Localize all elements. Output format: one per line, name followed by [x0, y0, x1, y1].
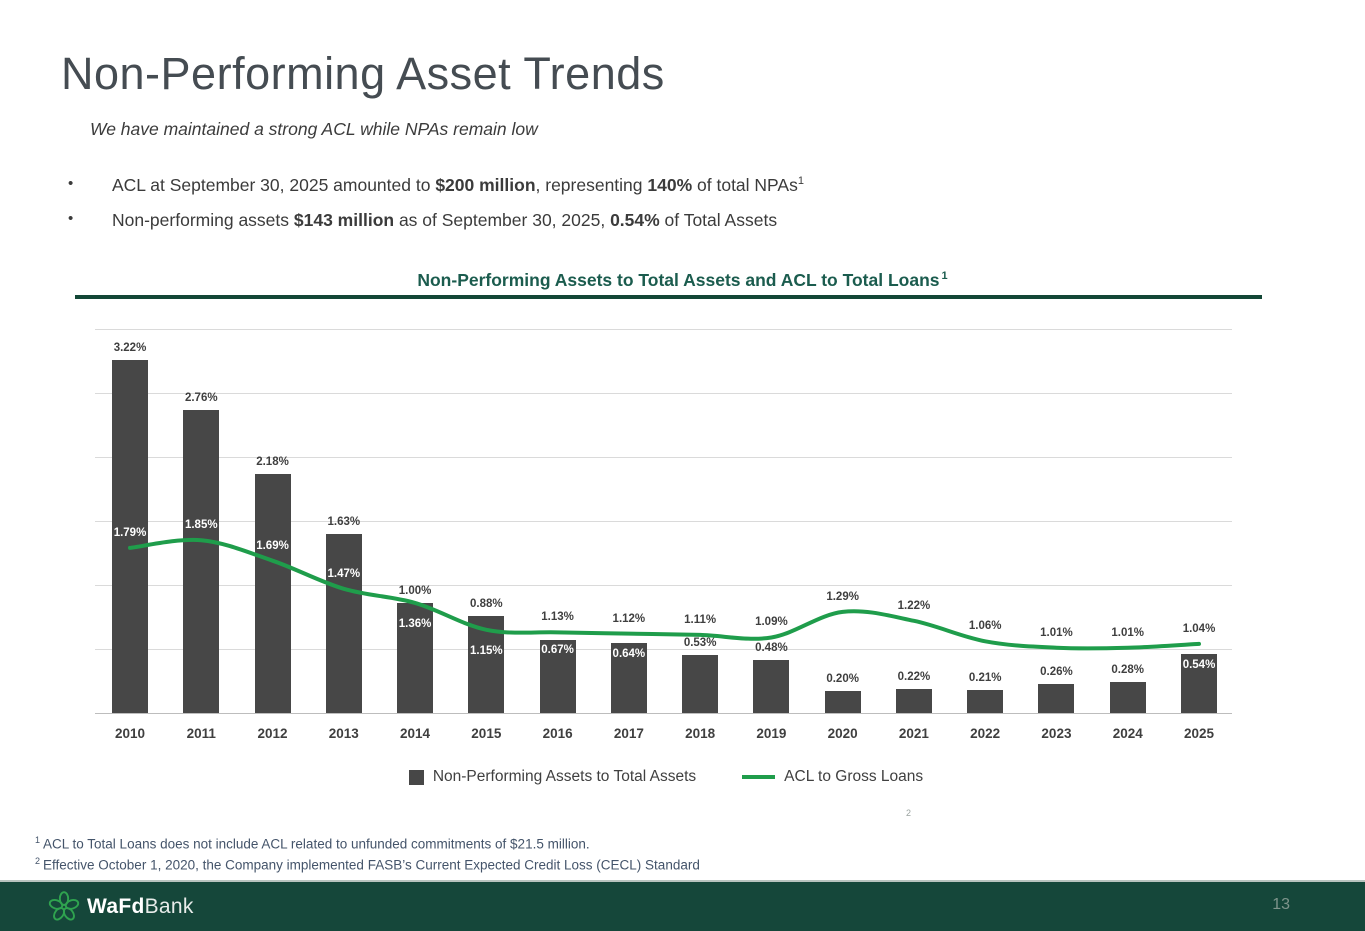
- line-label-2021: 1.22%: [897, 599, 931, 612]
- wafd-flower-icon: [48, 890, 80, 920]
- bullet-item: • ACL at September 30, 2025 amounted to …: [64, 175, 1164, 196]
- plot-area: 3.22% 1.79% 2010 2.76% 1.85% 2011 2.18% 1.69% 20…: [95, 329, 1237, 741]
- line-label-2019: 1.09%: [755, 616, 788, 629]
- x-tick-2020: 2020: [827, 726, 858, 741]
- bullet-marker: •: [68, 175, 74, 192]
- bar-label-2018: 0.53%: [683, 636, 717, 649]
- bar-label-2025: 0.54%: [1182, 658, 1216, 671]
- gridline: [95, 393, 1232, 394]
- bar-label-2016: 0.67%: [541, 644, 574, 657]
- x-tick-2018: 2018: [685, 726, 716, 741]
- gridline: [95, 457, 1232, 458]
- bar-label-2017: 0.64%: [612, 647, 646, 660]
- gridline: [95, 521, 1232, 522]
- x-tick-2010: 2010: [114, 726, 146, 741]
- line-label-2018: 1.11%: [684, 613, 717, 626]
- bar-label-2013: 1.63%: [327, 516, 361, 529]
- bar-2020: [824, 691, 861, 713]
- page-title: Non-Performing Asset Trends: [61, 48, 665, 99]
- bar-label-2010: 3.22%: [113, 341, 147, 354]
- x-tick-2019: 2019: [756, 726, 787, 741]
- bar-label-2021: 0.22%: [897, 670, 931, 683]
- slide-subtitle: We have maintained a strong ACL while NP…: [90, 119, 538, 139]
- bar-label-2024: 0.28%: [1111, 664, 1145, 677]
- x-axis-line: [95, 713, 1232, 714]
- chart-title: Non-Performing Assets to Total Assets an…: [417, 270, 948, 290]
- x-tick-2021: 2021: [898, 726, 929, 741]
- page-number: 13: [1272, 896, 1290, 913]
- chart-footnote-2-marker: 2: [906, 808, 912, 818]
- footnote: 1 ACL to Total Loans does not include ACL…: [35, 835, 590, 852]
- footnote: 2 Effective October 1, 2020, the Company …: [35, 856, 700, 873]
- bar-label-2023: 0.26%: [1040, 666, 1073, 679]
- chart-legend: Non-Performing Assets to Total Assets AC…: [95, 768, 1237, 786]
- acl-line-series: [128, 537, 1201, 651]
- x-tick-2012: 2012: [257, 726, 288, 741]
- line-label-2022: 1.06%: [968, 620, 1002, 633]
- x-tick-2014: 2014: [400, 726, 431, 741]
- line-label-2012: 1.69%: [256, 539, 289, 552]
- line-label-2011: 1.85%: [184, 519, 218, 532]
- bar-2018: [682, 654, 719, 713]
- line-label-2017: 1.12%: [612, 612, 646, 625]
- bar-2012: [254, 473, 291, 713]
- gridline: [95, 329, 1232, 330]
- bullet-text: Non-performing assets $143 million as of…: [112, 210, 778, 230]
- x-tick-2023: 2023: [1041, 726, 1072, 741]
- legend-item-line: ACL to Gross Loans: [742, 768, 923, 786]
- x-tick-2025: 2025: [1183, 726, 1215, 741]
- bar-2019: [753, 660, 790, 713]
- x-tick-2011: 2011: [186, 726, 216, 741]
- bar-label-2020: 0.20%: [826, 673, 859, 686]
- bullet-marker: •: [68, 210, 74, 227]
- bar-2023: [1038, 684, 1075, 713]
- bar-swatch-icon: [408, 769, 424, 785]
- bar-2022: [967, 689, 1004, 713]
- footer-bar: WaFdBank 13: [0, 880, 1365, 931]
- gridline: [95, 585, 1232, 586]
- x-tick-2024: 2024: [1112, 726, 1143, 741]
- x-tick-2022: 2022: [970, 726, 1001, 741]
- bar-2024: [1109, 682, 1146, 713]
- brand-name: WaFdBank: [87, 894, 194, 918]
- bar-label-2022: 0.21%: [968, 671, 1002, 684]
- line-swatch-icon: [742, 775, 776, 779]
- line-label-2010: 1.79%: [113, 526, 147, 539]
- bar-2021: [895, 688, 932, 713]
- line-label-2020: 1.29%: [826, 590, 859, 603]
- line-label-2014: 1.36%: [398, 617, 432, 630]
- line-label-2024: 1.01%: [1111, 626, 1145, 639]
- gridline: [95, 649, 1232, 650]
- bar-label-2011: 2.76%: [184, 392, 218, 405]
- bar-2011: [183, 410, 220, 713]
- x-tick-2017: 2017: [613, 726, 644, 741]
- line-label-2023: 1.01%: [1040, 626, 1073, 639]
- legend-item-bars: Non-Performing Assets to Total Assets: [408, 768, 697, 786]
- bullet-text: ACL at September 30, 2025 amounted to $2…: [112, 175, 804, 195]
- x-tick-2015: 2015: [471, 726, 502, 741]
- chart-title-rule: [75, 295, 1262, 299]
- bar-label-2019: 0.48%: [755, 642, 788, 655]
- bar-2017: [610, 642, 647, 713]
- line-label-2013: 1.47%: [327, 567, 361, 580]
- wafd-bank-logo: WaFdBank: [48, 890, 194, 923]
- bar-2025: [1181, 653, 1217, 713]
- line-label-2016: 1.13%: [541, 611, 574, 624]
- bar-2013: [325, 534, 362, 713]
- line-label-2015: 1.15%: [470, 644, 503, 657]
- legend-line-label: ACL to Gross Loans: [784, 768, 924, 785]
- bar-2016: [539, 639, 576, 713]
- chart-title-footnote-marker: 1: [941, 270, 948, 283]
- bar-label-2012: 2.18%: [256, 455, 289, 468]
- bar-label-2015: 0.88%: [470, 598, 503, 611]
- bar-2014: [397, 603, 434, 713]
- x-tick-2016: 2016: [542, 726, 573, 741]
- x-tick-2013: 2013: [328, 726, 359, 741]
- bar-label-2014: 1.00%: [398, 585, 432, 598]
- bullet-item: • Non-performing assets $143 million as …: [64, 210, 1164, 231]
- line-label-2025: 1.04%: [1182, 622, 1216, 635]
- bar-2010: [112, 359, 148, 713]
- legend-bar-label: Non-Performing Assets to Total Assets: [432, 768, 697, 785]
